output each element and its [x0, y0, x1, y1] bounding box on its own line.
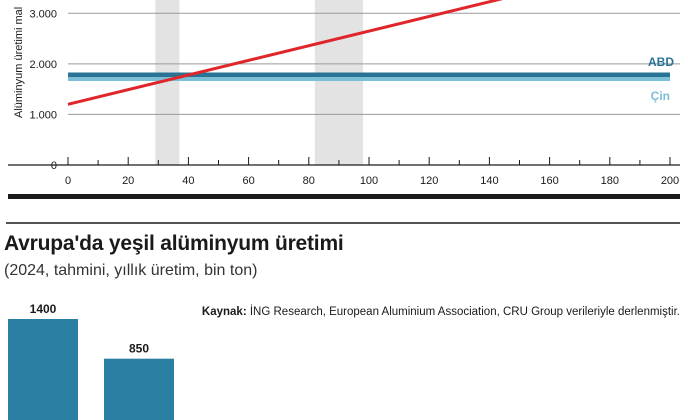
x-tick-label: 200	[661, 175, 679, 187]
bar-0	[8, 319, 78, 420]
x-tick-label: 0	[65, 175, 71, 187]
y-tick-label: 2.000	[29, 59, 57, 71]
x-tick-label: 40	[182, 175, 194, 187]
bar-chart: 1400 850	[8, 302, 174, 420]
y-tick-label: 1.000	[29, 109, 57, 121]
bar-chart-subtitle: (2024, tahmini, yıllık üretim, bin ton)	[4, 262, 258, 279]
legend-label-abd: ABD	[648, 55, 674, 69]
source-text: İNG Research, European Aluminium Associa…	[246, 306, 680, 318]
x-tick-label: 120	[420, 175, 438, 187]
bar-chart-title: Avrupa'da yeşil alüminyum üretimi	[4, 232, 344, 255]
source-note: Kaynak: İNG Research, European Aluminium…	[202, 306, 680, 318]
y-tick-label: 3.000	[29, 8, 57, 20]
x-tick-label: 160	[540, 175, 558, 187]
x-tick-label: 180	[601, 175, 619, 187]
bottom-rule	[8, 194, 680, 199]
x-tick-label: 80	[303, 175, 315, 187]
y-tick-label: 0	[51, 160, 57, 172]
y-axis-label: Alüminyum üretimi mal	[13, 7, 25, 118]
source-prefix: Kaynak:	[201, 306, 247, 318]
x-tick-label: 140	[480, 175, 498, 187]
legend-label-cin: Çin	[651, 89, 670, 103]
section-divider	[6, 222, 680, 224]
line-chart: 0 1.000 2.000 3.000 Alüminyum üretimi mal 0 20…	[8, 0, 680, 199]
x-tick-label: 20	[122, 175, 134, 187]
x-tick-label: 100	[360, 175, 378, 187]
bar-1	[104, 358, 174, 420]
bar-value-label: 1400	[30, 302, 57, 316]
bar-value-label: 850	[129, 342, 149, 356]
shaded-band-1	[314, 0, 363, 165]
x-tick-label: 60	[242, 175, 254, 187]
series-line-2	[67, 0, 504, 106]
